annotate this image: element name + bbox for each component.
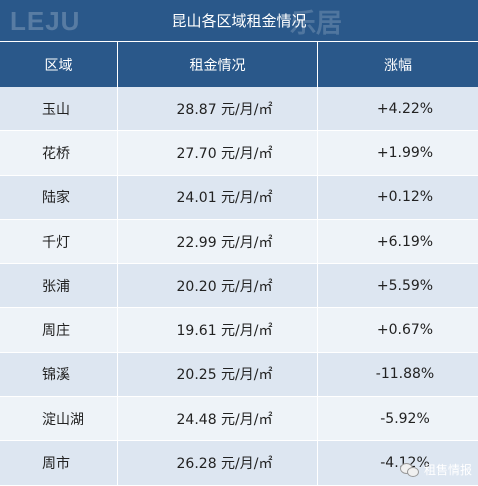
wechat-watermark-text: 租售情报: [423, 463, 472, 477]
cell-change: +0.67%: [317, 308, 478, 352]
cell-rent: 24.01 元/月/㎡: [117, 175, 317, 219]
table-header: 区域 租金情况 涨幅: [0, 42, 478, 87]
cell-area: 千灯: [42, 234, 70, 251]
leju-logo-watermark: LEJU: [10, 5, 81, 36]
table-title-bar: LEJU 昆山各区域租金情况 乐居: [0, 0, 478, 42]
cell-change: +0.12%: [317, 175, 478, 219]
wechat-icon: [399, 462, 420, 477]
header-change: 涨幅: [317, 42, 478, 87]
header-area: 区域: [44, 57, 73, 74]
table-row: 千灯 22.99 元/月/㎡ +6.19%: [0, 219, 478, 265]
cell-rent: 24.48 元/月/㎡: [117, 397, 317, 441]
table-row: 玉山 28.87 元/月/㎡ +4.22%: [0, 87, 478, 132]
cell-change: -11.88%: [317, 352, 478, 397]
cell-area: 玉山: [42, 101, 70, 118]
cell-rent: 20.20 元/月/㎡: [117, 264, 317, 308]
table-body: 玉山 28.87 元/月/㎡ +4.22% 花桥 27.70 元/月/㎡ +1.…: [0, 87, 478, 486]
wechat-watermark: 租售情报: [399, 461, 472, 478]
header-rent: 租金情况: [117, 42, 317, 87]
cell-change: +6.19%: [317, 219, 478, 264]
table-row: 淀山湖 24.48 元/月/㎡ -5.92%: [0, 397, 478, 442]
cell-rent: 20.25 元/月/㎡: [117, 352, 317, 397]
cell-change: +4.22%: [317, 87, 478, 131]
leju-logo-watermark-right: 乐居: [290, 7, 343, 38]
cell-area: 花桥: [42, 145, 70, 162]
cell-change: +5.59%: [317, 264, 478, 308]
cell-rent: 27.70 元/月/㎡: [117, 131, 317, 175]
cell-area: 淀山湖: [42, 411, 84, 428]
table-row: 张浦 20.20 元/月/㎡ +5.59%: [0, 264, 478, 309]
table-row: 锦溪 20.25 元/月/㎡ -11.88%: [0, 352, 478, 398]
table-row: 周庄 19.61 元/月/㎡ +0.67%: [0, 308, 478, 353]
cell-change: -5.92%: [317, 397, 478, 441]
cell-area: 锦溪: [42, 367, 70, 384]
cell-area: 张浦: [42, 278, 70, 295]
table-row: 花桥 27.70 元/月/㎡ +1.99%: [0, 131, 478, 176]
table-title: 昆山各区域租金情况: [171, 12, 307, 30]
cell-rent: 19.61 元/月/㎡: [117, 308, 317, 352]
cell-area: 周庄: [42, 323, 70, 340]
cell-change: +1.99%: [317, 131, 478, 175]
cell-rent: 26.28 元/月/㎡: [117, 441, 317, 485]
cell-area: 陆家: [42, 190, 70, 207]
cell-rent: 28.87 元/月/㎡: [117, 87, 317, 131]
cell-area: 周市: [42, 456, 70, 473]
table-row: 陆家 24.01 元/月/㎡ +0.12%: [0, 175, 478, 220]
table-row: 周市 26.28 元/月/㎡ -4.12%: [0, 441, 478, 486]
cell-rent: 22.99 元/月/㎡: [117, 219, 317, 264]
